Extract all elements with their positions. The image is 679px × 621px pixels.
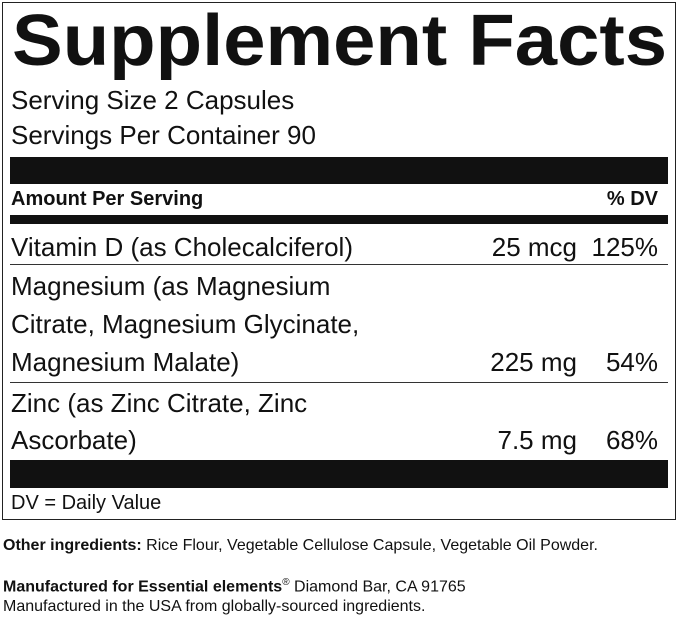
registered-mark: ® — [282, 577, 290, 588]
nutrient-name: Citrate, Magnesium Glycinate, — [11, 309, 360, 339]
serving-size: Serving Size 2 Capsules — [11, 85, 295, 115]
nutrient-dv: 54% — [605, 347, 658, 377]
nutrient-name: Ascorbate) — [11, 425, 137, 455]
nutrient-name: Magnesium (as Magnesium — [11, 271, 331, 301]
other-text: Rice Flour, Vegetable Cellulose Capsule,… — [141, 537, 598, 554]
facts-panel — [2, 2, 676, 520]
nutrient-amount: 225 mg — [490, 347, 577, 377]
row-rule — [10, 382, 668, 383]
row-rule — [10, 264, 668, 265]
other-ingredients: Other ingredients: Rice Flour, Vegetable… — [3, 537, 598, 555]
nutrient-dv: 125% — [591, 232, 659, 262]
medium-bar — [10, 215, 668, 224]
nutrient-name: Vitamin D (as Cholecalciferol) — [11, 232, 353, 262]
origin: Manufactured in the USA from globally-so… — [3, 598, 426, 615]
dv-header: % DV — [606, 188, 658, 210]
nutrient-name: Zinc (as Zinc Citrate, Zinc — [11, 388, 308, 418]
title: Supplement Facts — [12, 1, 667, 80]
footnote: DV = Daily Value — [11, 492, 162, 514]
nutrient-amount: 25 mcg — [491, 232, 577, 262]
amount-header: Amount Per Serving — [11, 188, 204, 210]
other-label: Other ingredients: — [3, 537, 142, 554]
nutrient-name: Magnesium Malate) — [11, 347, 240, 377]
title-svg: Supplement Facts — [12, 1, 667, 80]
thick-bar — [10, 460, 668, 488]
servings-per-container: Servings Per Container 90 — [11, 120, 316, 150]
manufacturer-text: Diamond Bar, CA 91765 — [289, 578, 466, 596]
nutrient-amount: 7.5 mg — [497, 425, 578, 455]
manufacturer-label: Manufactured for Essential elements — [3, 578, 283, 596]
manufacturer: Manufactured for Essential elements® Dia… — [3, 574, 466, 596]
thick-bar — [10, 157, 668, 184]
nutrient-dv: 68% — [605, 425, 658, 455]
